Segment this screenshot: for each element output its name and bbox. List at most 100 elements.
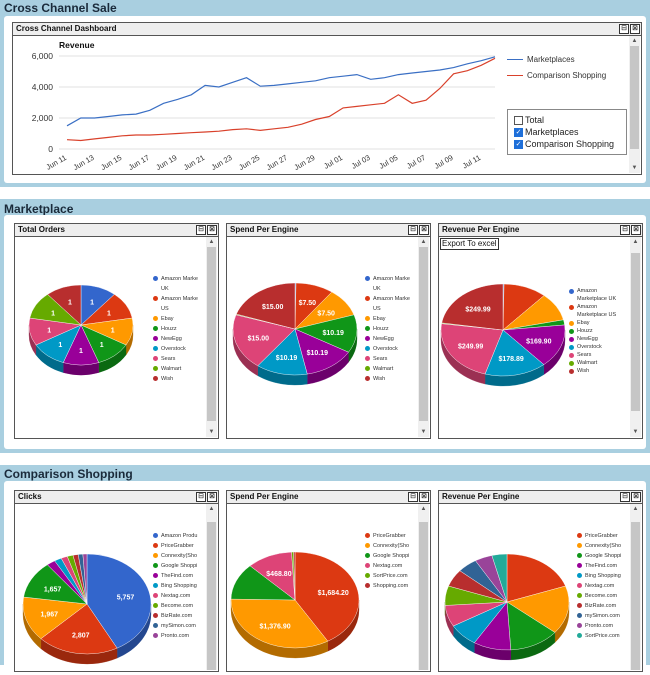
chart-title: Revenue — [59, 40, 95, 50]
checkbox-comparison[interactable]: ✓Comparison Shopping — [514, 139, 614, 149]
scroll-up-icon[interactable]: ▲ — [630, 237, 641, 247]
scroll-up-icon[interactable]: ▲ — [418, 237, 429, 247]
scroll-thumb[interactable] — [631, 522, 640, 670]
legend-swatch — [153, 376, 158, 381]
pie-data-label: $7.50 — [317, 310, 335, 317]
checkbox-checked-icon[interactable]: ✓ — [514, 140, 523, 149]
close-icon[interactable]: ⊠ — [419, 225, 429, 235]
close-icon[interactable]: ⊠ — [631, 492, 641, 502]
vertical-scrollbar[interactable]: ▲ — [630, 504, 641, 670]
y-tick-label: 6,000 — [32, 51, 54, 61]
scroll-thumb[interactable] — [419, 247, 428, 421]
close-icon[interactable]: ⊠ — [207, 225, 217, 235]
pie-data-label: 1 — [90, 300, 94, 307]
legend-swatch — [365, 316, 370, 321]
legend-label: Google Shoppi — [161, 561, 197, 571]
legend-item: Amazon Produ — [153, 531, 203, 541]
minimize-icon[interactable]: ⊟ — [196, 492, 206, 502]
legend-label: Walmart — [577, 359, 597, 367]
legend-swatch — [153, 593, 158, 598]
legend-label: Amazon Marke UK — [161, 274, 203, 294]
legend-item: Amazon Marke UK — [365, 274, 415, 294]
pie-data-label: 5,757 — [117, 594, 135, 601]
legend-item: SortPrice.com — [365, 571, 417, 581]
spend-per-engine-pie-chart: $7.50$7.50$10.19$10.19$10.19$15.00$15.00 — [227, 237, 363, 437]
vertical-scrollbar[interactable]: ▲ — [418, 504, 429, 670]
legend-item: Nextag.com — [577, 581, 629, 591]
legend-item: Ebay — [365, 314, 415, 324]
minimize-icon[interactable]: ⊟ — [196, 225, 206, 235]
legend-swatch — [153, 326, 158, 331]
legend-item: PriceGrabber — [577, 531, 629, 541]
vertical-scrollbar[interactable]: ▲▼ — [206, 237, 217, 437]
legend-item: mySimon.com — [153, 621, 203, 631]
scroll-up-icon[interactable]: ▲ — [206, 504, 217, 514]
panel-title: Clicks — [18, 491, 42, 503]
legend-label: Become.com — [585, 591, 617, 601]
vertical-scrollbar[interactable]: ▲▼ — [418, 237, 429, 437]
pie-data-label: $10.19 — [276, 355, 298, 362]
checkbox-checked-icon[interactable]: ✓ — [514, 128, 523, 137]
checkbox-marketplaces[interactable]: ✓Marketplaces — [514, 127, 579, 137]
scroll-up-icon[interactable]: ▲ — [418, 504, 429, 514]
scroll-down-icon[interactable]: ▼ — [418, 427, 429, 437]
legend-item: Overstock — [153, 344, 203, 354]
pie-data-label: $468.80 — [266, 571, 291, 578]
legend-item-marketplaces: Marketplaces — [507, 52, 606, 68]
checkbox-total[interactable]: Total — [514, 115, 544, 125]
scroll-thumb[interactable] — [207, 522, 216, 670]
legend-swatch — [365, 533, 370, 538]
legend-swatch — [569, 345, 574, 350]
close-icon[interactable]: ⊠ — [419, 492, 429, 502]
close-icon[interactable]: ⊠ — [631, 225, 641, 235]
vertical-scrollbar[interactable]: ▲ — [206, 504, 217, 670]
legend-label: mySimon.com — [585, 611, 620, 621]
pie-data-label: 1 — [79, 348, 83, 355]
x-tick-label: Jun 23 — [210, 153, 234, 172]
legend-swatch — [365, 553, 370, 558]
minimize-icon[interactable]: ⊟ — [408, 225, 418, 235]
panel-header: Total Orders ⊟⊠ — [15, 224, 218, 237]
x-tick-label: Jun 25 — [237, 153, 261, 172]
scroll-up-icon[interactable]: ▲ — [630, 504, 641, 514]
pie-data-label: 1,967 — [40, 612, 58, 619]
close-icon[interactable]: ⊠ — [207, 492, 217, 502]
legend-label: Google Shoppi — [585, 551, 621, 561]
vertical-scrollbar[interactable]: ▲ ▼ — [629, 36, 640, 173]
scroll-down-icon[interactable]: ▼ — [629, 163, 640, 173]
close-icon[interactable]: ⊠ — [630, 24, 640, 34]
legend-label: Pronto.com — [161, 631, 189, 641]
minimize-icon[interactable]: ⊟ — [408, 492, 418, 502]
scroll-thumb[interactable] — [631, 253, 640, 411]
legend-label: NewEgg — [373, 334, 394, 344]
y-tick-label: 0 — [48, 144, 53, 154]
checkbox-icon[interactable] — [514, 116, 523, 125]
minimize-icon[interactable]: ⊟ — [620, 492, 630, 502]
scroll-up-icon[interactable]: ▲ — [206, 237, 217, 247]
pie-data-label: $178.89 — [498, 356, 523, 363]
scroll-thumb[interactable] — [207, 247, 216, 421]
legend-swatch — [153, 603, 158, 608]
legend-item: Google Shoppi — [577, 551, 629, 561]
scroll-up-icon[interactable]: ▲ — [629, 36, 640, 46]
x-tick-label: Jun 19 — [154, 153, 178, 172]
legend-label: Amazon Marke US — [161, 294, 203, 314]
scroll-down-icon[interactable]: ▼ — [630, 427, 641, 437]
section-title-comparison: Comparison Shopping — [4, 467, 133, 481]
vertical-scrollbar[interactable]: ▲▼ — [630, 237, 641, 437]
scroll-down-icon[interactable]: ▼ — [206, 427, 217, 437]
legend-item: Shopping.com — [365, 581, 417, 591]
scroll-thumb[interactable] — [419, 522, 428, 670]
legend-swatch — [365, 296, 370, 301]
minimize-icon[interactable]: ⊟ — [620, 225, 630, 235]
legend-swatch — [153, 563, 158, 568]
pie-data-label: 1 — [100, 342, 104, 349]
legend-swatch — [569, 289, 574, 294]
scroll-thumb[interactable] — [630, 46, 639, 149]
revenue-per-engine-panel: Revenue Per Engine ⊟⊠ Export To excel $1… — [438, 223, 643, 439]
legend-label: PriceGrabber — [161, 541, 194, 551]
minimize-icon[interactable]: ⊟ — [619, 24, 629, 34]
legend-swatch — [153, 296, 158, 301]
pie-data-label: $15.00 — [262, 304, 284, 311]
pie-data-label: 1 — [111, 327, 115, 334]
